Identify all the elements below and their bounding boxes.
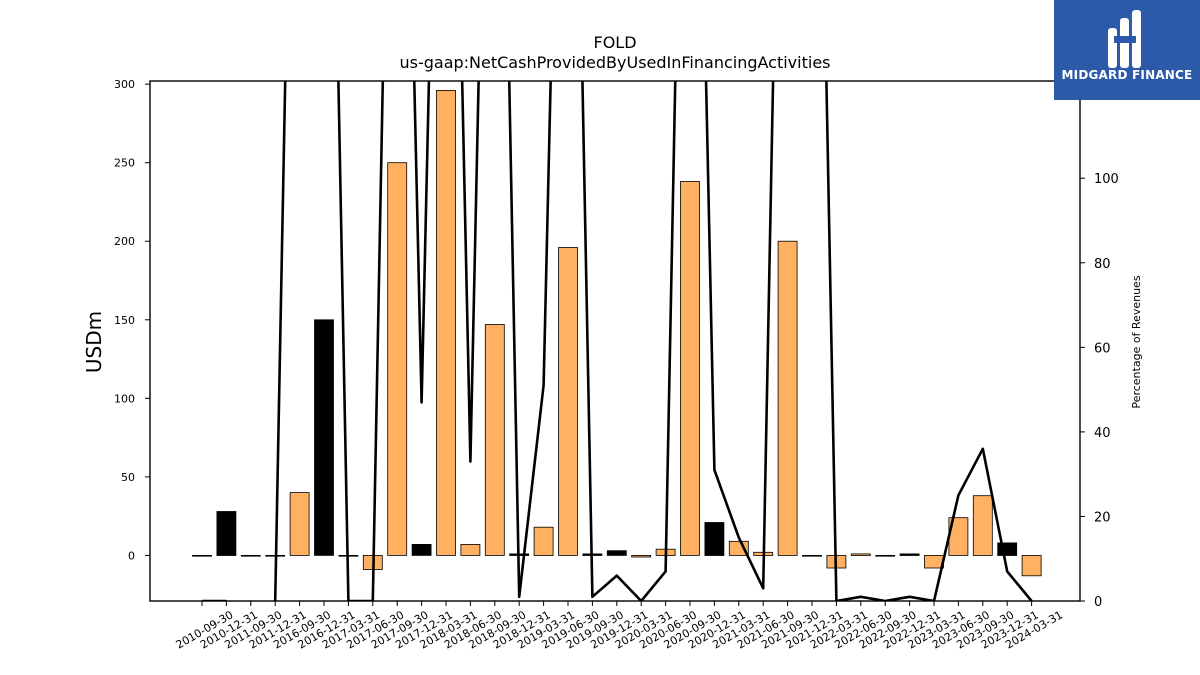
- bar: [875, 555, 896, 557]
- bar: [704, 522, 725, 556]
- y-tick-label: 50: [121, 471, 135, 484]
- y-tick-label: 0: [128, 549, 135, 562]
- brand-logo: MIDGARD FINANCE: [1054, 0, 1200, 100]
- y-tick-label: 250: [114, 157, 135, 170]
- chart-title: FOLD: [593, 33, 636, 52]
- y-axis-label: USDm: [82, 311, 106, 373]
- bar: [1021, 555, 1042, 577]
- bar: [899, 553, 920, 556]
- bar: [436, 90, 456, 556]
- logo-text: MIDGARD FINANCE: [1061, 68, 1193, 82]
- bar: [460, 544, 481, 556]
- axes-layer: 0501001502002503000204060801002010-09-30…: [114, 78, 1119, 651]
- y-tick-label: 100: [114, 392, 135, 405]
- bar: [924, 555, 944, 569]
- y2-tick-label: 80: [1094, 257, 1111, 272]
- bar: [387, 162, 408, 556]
- bar: [240, 555, 261, 557]
- plot-frame: [149, 80, 1081, 602]
- bar: [850, 553, 871, 556]
- y-tick-label: 200: [114, 235, 135, 248]
- bar: [631, 555, 652, 558]
- y-tick-label: 150: [114, 314, 135, 327]
- bars-layer: [192, 90, 1042, 577]
- bar: [314, 319, 334, 556]
- bar: [606, 550, 627, 556]
- bar: [680, 181, 700, 556]
- bar: [802, 555, 822, 557]
- bar: [289, 492, 310, 556]
- bar: [997, 542, 1018, 556]
- y2-tick-label: 100: [1094, 172, 1119, 187]
- percentage-line: [202, 81, 1033, 601]
- bar: [533, 526, 554, 556]
- y2-axis-label: Percentage of Revenues: [1130, 275, 1143, 408]
- bar: [777, 240, 798, 556]
- bar: [216, 511, 237, 556]
- bar: [558, 247, 578, 556]
- line-layer: [202, 81, 1033, 601]
- y-tick-label: 300: [114, 78, 135, 91]
- y2-tick-label: 20: [1094, 510, 1111, 525]
- bar: [484, 324, 505, 556]
- bar: [192, 555, 212, 557]
- bar: [972, 495, 993, 556]
- y2-tick-label: 60: [1094, 341, 1111, 356]
- chart-subtitle: us-gaap:NetCashProvidedByUsedInFinancing…: [399, 53, 830, 72]
- logo-mark-icon: [1054, 0, 1200, 100]
- y2-tick-label: 40: [1094, 426, 1111, 441]
- bar: [411, 544, 432, 556]
- y2-tick-label: 0: [1094, 595, 1102, 610]
